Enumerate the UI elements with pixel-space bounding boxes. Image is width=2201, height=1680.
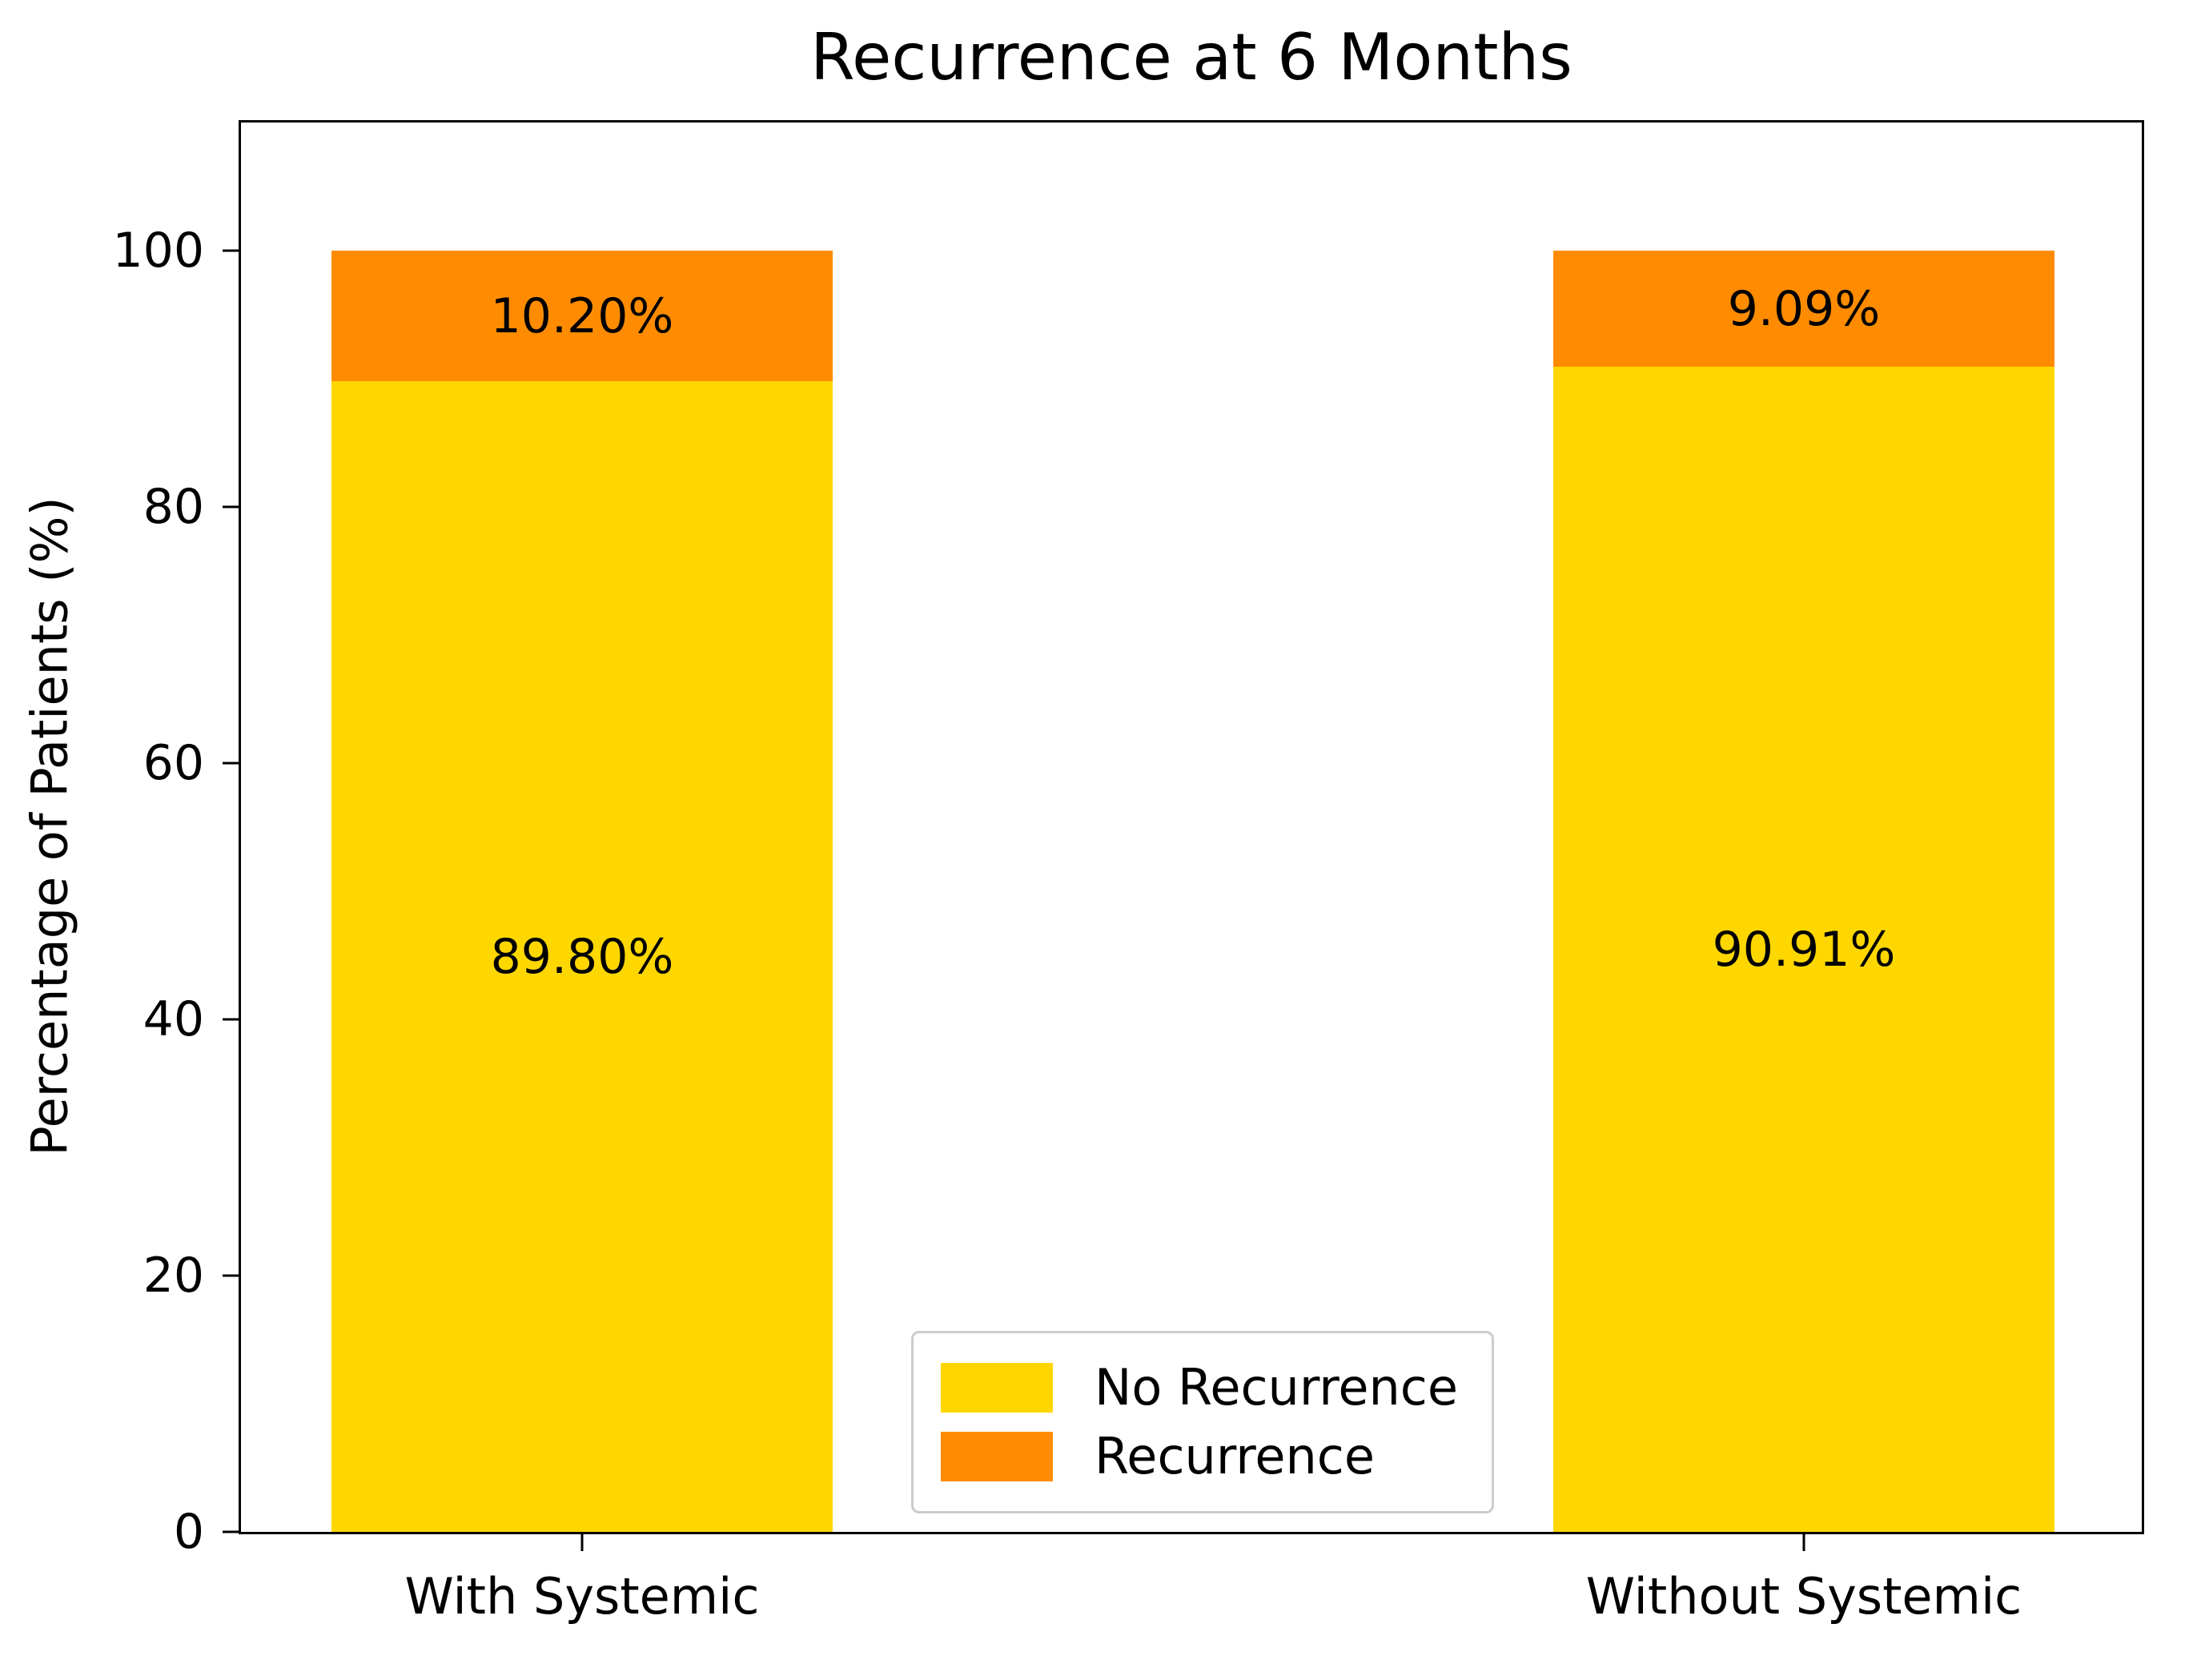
x-tick-mark <box>1802 1534 1805 1551</box>
plot-area: 0 20 40 60 80 100 10.20% 89.80% With Systemic 9.0… <box>112 120 2144 1626</box>
y-tick-mark <box>223 1530 239 1533</box>
y-tick-mark <box>223 762 239 765</box>
bar-without-systemic: 9.09% 90.91% <box>1553 251 2054 1532</box>
legend-swatch <box>941 1432 1053 1482</box>
y-tick-mark <box>223 249 239 252</box>
bar-segment-recurrence: 9.09% <box>1553 251 2054 368</box>
legend: No Recurrence Recurrence <box>911 1331 1494 1513</box>
y-tick-label: 60 <box>143 735 204 791</box>
x-tick-label: With Systemic <box>404 1567 760 1626</box>
x-tick-label: Without Systemic <box>1585 1567 2022 1626</box>
y-tick-label: 40 <box>143 991 204 1047</box>
bar-value-label: 10.20% <box>490 287 674 344</box>
y-tick-mark <box>223 505 239 508</box>
y-tick-label: 0 <box>173 1504 204 1560</box>
bar-value-label: 9.09% <box>1727 280 1881 337</box>
bar-with-systemic: 10.20% 89.80% <box>331 251 833 1532</box>
chart-title: Recurrence at 6 Months <box>810 20 1572 94</box>
bar-value-label: 89.80% <box>490 928 674 985</box>
y-tick-label: 20 <box>143 1248 204 1304</box>
bar-value-label: 90.91% <box>1712 921 1896 978</box>
y-axis-label: Percentage of Patients (%) <box>20 496 79 1156</box>
legend-label: No Recurrence <box>1094 1357 1459 1417</box>
legend-item: Recurrence <box>941 1427 1464 1486</box>
y-tick-mark <box>223 1274 239 1277</box>
y-tick-label: 100 <box>112 223 204 279</box>
legend-label: Recurrence <box>1094 1427 1376 1486</box>
y-tick-mark <box>223 1018 239 1021</box>
legend-swatch <box>941 1362 1053 1413</box>
legend-item: No Recurrence <box>941 1357 1464 1417</box>
bar-segment-no-recurrence: 90.91% <box>1553 367 2054 1532</box>
x-tick-mark <box>580 1534 584 1551</box>
bar-segment-no-recurrence: 89.80% <box>331 381 833 1532</box>
bar-segment-recurrence: 10.20% <box>331 251 833 382</box>
y-tick-label: 80 <box>143 479 204 535</box>
